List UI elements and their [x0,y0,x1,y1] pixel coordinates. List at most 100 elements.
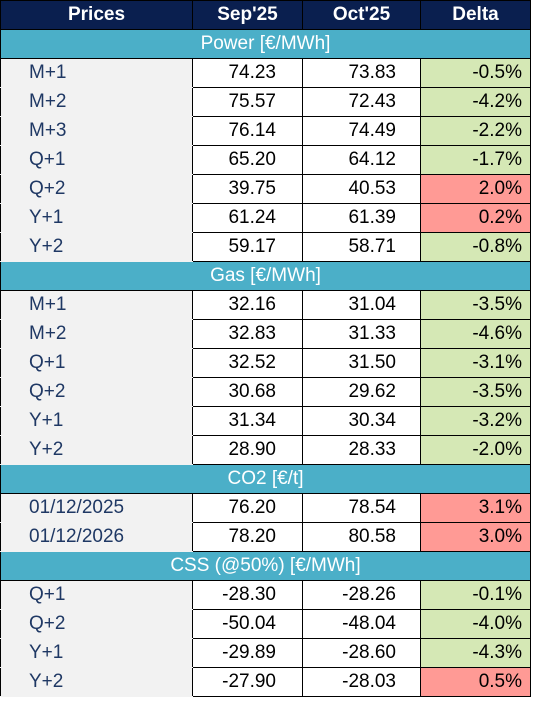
delta-value: -2.2% [420,116,531,146]
table-row: Q+2 30.68 29.62 -3.5% [0,377,531,407]
delta-value: -2.0% [420,435,531,465]
oct25-value: 31.33 [302,319,421,349]
row-label: M+2 [0,319,193,349]
delta-value: -1.7% [420,145,531,175]
table-row: Q+2 -50.04 -48.04 -4.0% [0,609,531,639]
sep25-value: -50.04 [192,609,303,639]
header-sep25: Sep'25 [192,0,303,30]
sep25-value: -29.89 [192,638,303,668]
table-row: M+3 76.14 74.49 -2.2% [0,116,531,146]
table-row: 01/12/2026 78.20 80.58 3.0% [0,522,531,552]
delta-value: -4.0% [420,609,531,639]
sep25-value: 61.24 [192,203,303,233]
table-row: Y+2 28.90 28.33 -2.0% [0,435,531,465]
header-delta: Delta [420,0,531,30]
section-header-row: Power [€/MWh] [0,29,531,59]
row-label: Q+1 [0,348,193,378]
sep25-value: 74.23 [192,58,303,88]
table-row: M+2 75.57 72.43 -4.2% [0,87,531,117]
oct25-value: 58.71 [302,232,421,262]
oct25-value: 61.39 [302,203,421,233]
oct25-value: 28.33 [302,435,421,465]
section-title: Power [€/MWh] [0,29,531,59]
sep25-value: 76.14 [192,116,303,146]
price-comparison-table: Prices Sep'25 Oct'25 Delta Power [€/MWh]… [0,0,531,697]
section-title: Gas [€/MWh] [0,261,531,291]
delta-value: 3.1% [420,493,531,523]
sep25-value: 32.16 [192,290,303,320]
delta-value: -0.5% [420,58,531,88]
sep25-value: 32.52 [192,348,303,378]
table-row: Y+1 61.24 61.39 0.2% [0,203,531,233]
sep25-value: 28.90 [192,435,303,465]
oct25-value: 31.04 [302,290,421,320]
row-label: Y+2 [0,667,193,697]
table-row: Q+1 65.20 64.12 -1.7% [0,145,531,175]
table-row: M+2 32.83 31.33 -4.6% [0,319,531,349]
oct25-value: 40.53 [302,174,421,204]
oct25-value: 31.50 [302,348,421,378]
table-row: Y+2 -27.90 -28.03 0.5% [0,667,531,697]
delta-value: -3.5% [420,290,531,320]
oct25-value: -28.03 [302,667,421,697]
oct25-value: -28.60 [302,638,421,668]
oct25-value: 78.54 [302,493,421,523]
delta-value: -4.3% [420,638,531,668]
sep25-value: 76.20 [192,493,303,523]
oct25-value: 72.43 [302,87,421,117]
sep25-value: 75.57 [192,87,303,117]
row-label: Q+2 [0,609,193,639]
delta-value: -0.8% [420,232,531,262]
delta-value: 2.0% [420,174,531,204]
table-row: Q+1 -28.30 -28.26 -0.1% [0,580,531,610]
row-label: M+1 [0,58,193,88]
row-label: M+1 [0,290,193,320]
section-header-row: Gas [€/MWh] [0,261,531,291]
row-label: Q+1 [0,580,193,610]
oct25-value: 64.12 [302,145,421,175]
delta-value: 0.5% [420,667,531,697]
oct25-value: 73.83 [302,58,421,88]
header-row: Prices Sep'25 Oct'25 Delta [0,0,531,30]
row-label: 01/12/2025 [0,493,193,523]
oct25-value: 74.49 [302,116,421,146]
header-oct25: Oct'25 [302,0,421,30]
row-label: Q+2 [0,174,193,204]
oct25-value: -48.04 [302,609,421,639]
oct25-value: 30.34 [302,406,421,436]
row-label: Y+2 [0,232,193,262]
row-label: Q+2 [0,377,193,407]
row-label: Y+2 [0,435,193,465]
section-title: CO2 [€/t] [0,464,531,494]
table-header: Prices Sep'25 Oct'25 Delta [0,0,531,30]
oct25-value: -28.26 [302,580,421,610]
table-row: M+1 74.23 73.83 -0.5% [0,58,531,88]
header-prices: Prices [0,0,193,30]
row-label: Y+1 [0,406,193,436]
row-label: 01/12/2026 [0,522,193,552]
delta-value: -3.1% [420,348,531,378]
sep25-value: -28.30 [192,580,303,610]
table-row: M+1 32.16 31.04 -3.5% [0,290,531,320]
sep25-value: 39.75 [192,174,303,204]
table-row: Q+2 39.75 40.53 2.0% [0,174,531,204]
oct25-value: 29.62 [302,377,421,407]
sep25-value: 31.34 [192,406,303,436]
delta-value: -3.5% [420,377,531,407]
delta-value: -3.2% [420,406,531,436]
row-label: M+3 [0,116,193,146]
row-label: Y+1 [0,638,193,668]
row-label: Q+1 [0,145,193,175]
table-row: Y+1 31.34 30.34 -3.2% [0,406,531,436]
section-header-row: CO2 [€/t] [0,464,531,494]
oct25-value: 80.58 [302,522,421,552]
table-row: Q+1 32.52 31.50 -3.1% [0,348,531,378]
sep25-value: 78.20 [192,522,303,552]
table-body: Power [€/MWh] M+1 74.23 73.83 -0.5% M+2 75.57 7… [0,29,531,697]
delta-value: 0.2% [420,203,531,233]
delta-value: -0.1% [420,580,531,610]
sep25-value: 59.17 [192,232,303,262]
delta-value: -4.6% [420,319,531,349]
row-label: M+2 [0,87,193,117]
sep25-value: 32.83 [192,319,303,349]
